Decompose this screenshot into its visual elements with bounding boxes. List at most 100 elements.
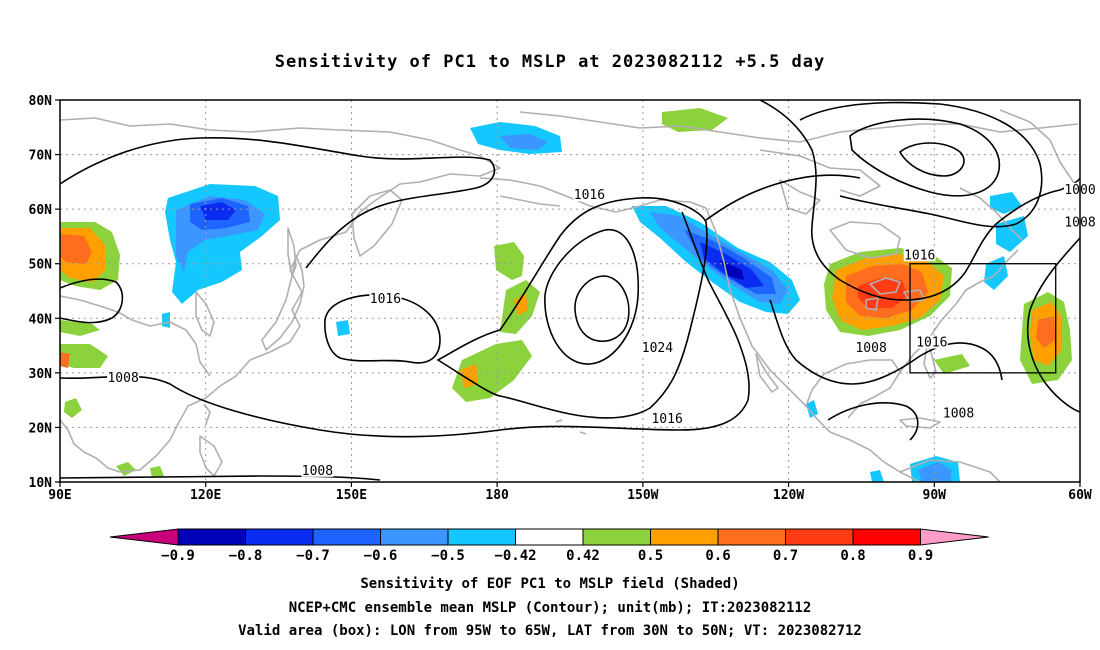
contour-label-bg [641,341,674,355]
coastline-alaska [479,177,707,213]
contour-1016-gulf [769,299,1003,385]
lon-tick-label: 90W [923,488,947,503]
colorbar-label: −0.6 [364,548,398,564]
contour-label: 1016 [651,412,682,427]
contour-label-bg [903,248,936,262]
coastline-sakhalin [287,227,297,277]
contour-1008-north [799,101,1043,228]
colorbar-label: 0.7 [773,548,798,564]
shade-cyan [806,400,818,418]
colorbar-segment [582,528,651,546]
lon-tick-label: 60W [1068,488,1092,503]
shade-green [116,462,136,476]
lat-tick-label: 30N [29,367,53,382]
contour-label-bg [855,341,888,355]
coastline-taiwan-philippines [199,403,223,477]
contour-1016-atlantic [1026,237,1081,413]
shade-light-blue [918,462,952,482]
contour-label: 1024 [642,341,673,356]
contour-1008-east [705,174,861,221]
contour-label-bg [301,463,334,477]
coastline-arctic [519,111,1079,143]
colorbar-label: −0.42 [494,548,536,564]
colorbar-label: −0.5 [431,548,465,564]
caption-line-2: NCEP+CMC ensemble mean MSLP (Contour); u… [289,600,812,616]
colorbar-segment [447,528,516,546]
lat-tick-label: 50N [29,258,53,273]
coastline-gulf-mexico [805,359,901,419]
contour-label: 1016 [916,336,947,351]
coastline-korea [195,291,215,337]
contour-1008-mexico [827,402,919,441]
colorbar-segment [717,528,786,546]
lat-tick-label: 60N [29,203,53,218]
contour-1016-north [759,99,1081,301]
colorbar-segment [785,528,854,546]
shade-dark-orange [1036,316,1056,348]
grid-lines [60,100,1080,482]
contour-labels: 1016 1024 1016 1016 1008 1008 1016 1008 1016 1008… [107,182,1096,479]
lat-tick-label: 40N [29,312,53,327]
latitude-labels: 10N 20N 30N 40N 50N 60N 70N 80N [29,94,60,491]
coastline-kamchatka [351,189,403,257]
lat-tick-label: 70N [29,149,53,164]
coastline-aleutians [499,195,561,207]
shade-dark-orange [60,234,92,264]
contour-label: 1008 [107,371,138,386]
contour-label: 1016 [370,292,401,307]
lon-tick-label: 120E [190,488,221,503]
lat-tick-label: 10N [29,476,53,491]
map-frame [59,99,1081,483]
lon-tick-label: 150W [627,488,658,503]
shade-cyan [996,216,1028,252]
contour-1000-inner [898,142,965,177]
coastline-south-america [899,459,1001,483]
coastline-china-coast [59,295,211,377]
colorbar-label: −0.7 [296,548,330,564]
contour-label: 1008 [943,407,974,422]
shade-cyan [336,320,350,336]
contour-1008-tibet [59,278,124,324]
coastline-japan [261,255,305,351]
map-title: Sensitivity of PC1 to MSLP at 2023082112… [275,52,826,72]
coastline-canada-islands [759,149,881,215]
contour-label: 1016 [904,248,935,263]
shade-cyan [870,470,884,482]
coastline-central-america [829,431,921,483]
colorbar-segment [245,528,314,546]
shade-navy [700,242,764,288]
coastline-baja [755,353,779,393]
valid-area-box [909,263,1057,374]
contour-1008-outer [59,211,750,438]
contour-1024-inner [574,275,630,342]
colorbar-label: 0.9 [908,548,933,564]
contour-label-bg [573,188,606,202]
longitude-labels: 90E 120E 150E 180 150W 120W 90W 60W [48,482,1092,503]
shade-dark-navy [720,260,744,280]
colorbar: −0.9 −0.8 −0.7 −0.6 −0.5 −0.42 0.42 0.5 0.6 0.7 0.… [109,528,989,564]
colorbar-label: 0.6 [705,548,730,564]
coastline-greenland [999,109,1081,193]
contour-label-bg [915,335,948,349]
colorbar-label: 0.5 [638,548,663,564]
coastline-asia [59,117,501,473]
shade-green [452,340,532,402]
lat-tick-label: 80N [29,94,53,109]
shade-cyan [162,312,170,328]
lon-tick-label: 120W [773,488,804,503]
colorbar-segment [650,528,719,546]
colorbar-left-arrow [109,528,179,546]
shade-green [934,354,970,374]
shade-green [60,344,108,368]
shade-green [60,320,100,336]
colorbar-segment [312,528,381,546]
contour-1008-south [59,475,381,481]
shade-navy [200,202,236,220]
contour-1016-pacific [436,197,708,419]
coastline-hudson-bay [829,221,901,259]
shade-orange [60,352,70,368]
caption-line-3: Valid area (box): LON from 95W to 65W, L… [238,623,862,639]
shade-cyan [990,192,1022,214]
contour-label: 1008 [855,341,886,356]
